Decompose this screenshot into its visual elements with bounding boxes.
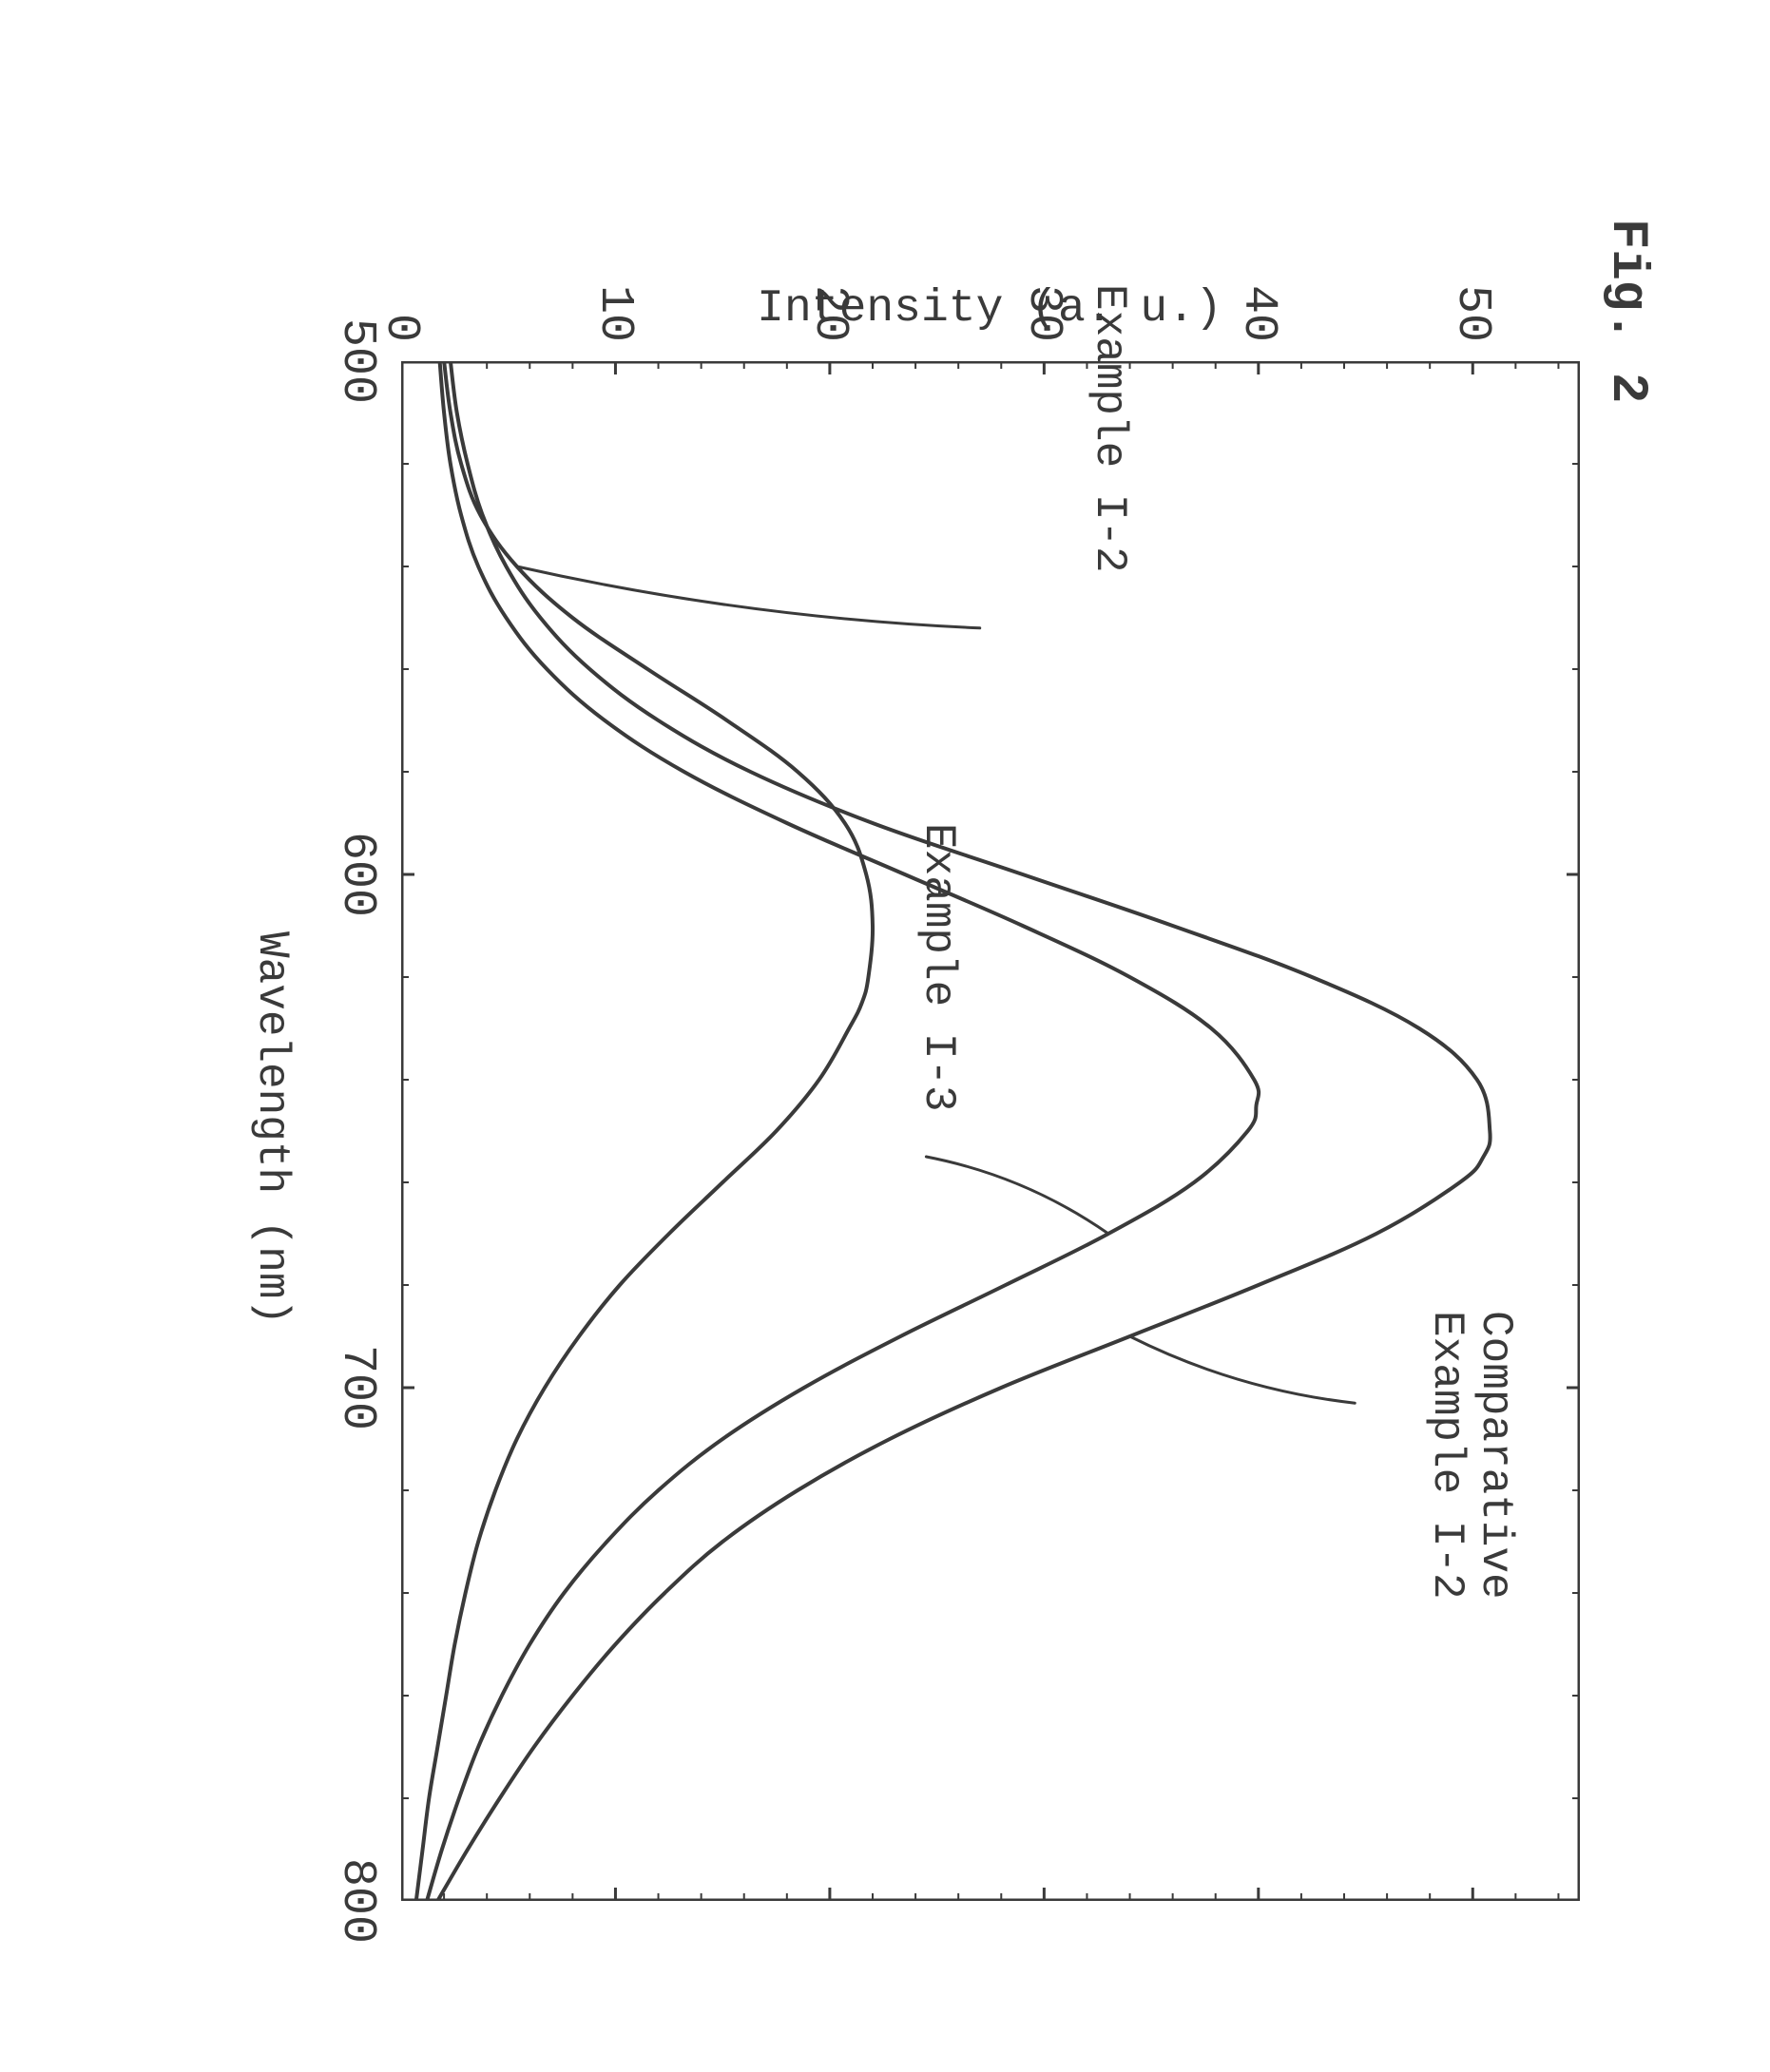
spectra-chart [401,361,1580,1901]
figure-title: Fig. 2 [1598,219,1656,403]
x-axis-label: Wavelength (nm) [247,931,297,1325]
leader-example-i-2 [517,566,980,628]
y-tick-10: 10 [587,247,642,342]
y-tick-20: 20 [802,247,856,342]
y-tick-50: 50 [1445,247,1499,342]
curve-comparative-example-i-2 [437,361,1490,1901]
y-tick-40: 40 [1231,247,1285,342]
leader-comparative-example-i-2 [1130,1336,1356,1403]
leader-example-i-3 [926,1157,1108,1234]
x-tick-600: 600 [330,827,384,922]
curve-example-i-3 [427,361,1259,1901]
y-tick-0: 0 [374,247,428,342]
y-tick-30: 30 [1016,247,1070,342]
label-example-i-3: Example I-3 [914,823,962,1112]
label-comparative-example-i-2: ComparativeExample I-2 [1423,1311,1519,1600]
page: Fig. 2 Wavelength (nm) Intensity (a. u.)… [0,0,1770,2072]
label-example-i-2: Example I-2 [1085,284,1133,573]
x-tick-800: 800 [330,1853,384,1948]
x-tick-700: 700 [330,1340,384,1435]
landscape-canvas: Fig. 2 Wavelength (nm) Intensity (a. u.)… [0,0,1770,2072]
